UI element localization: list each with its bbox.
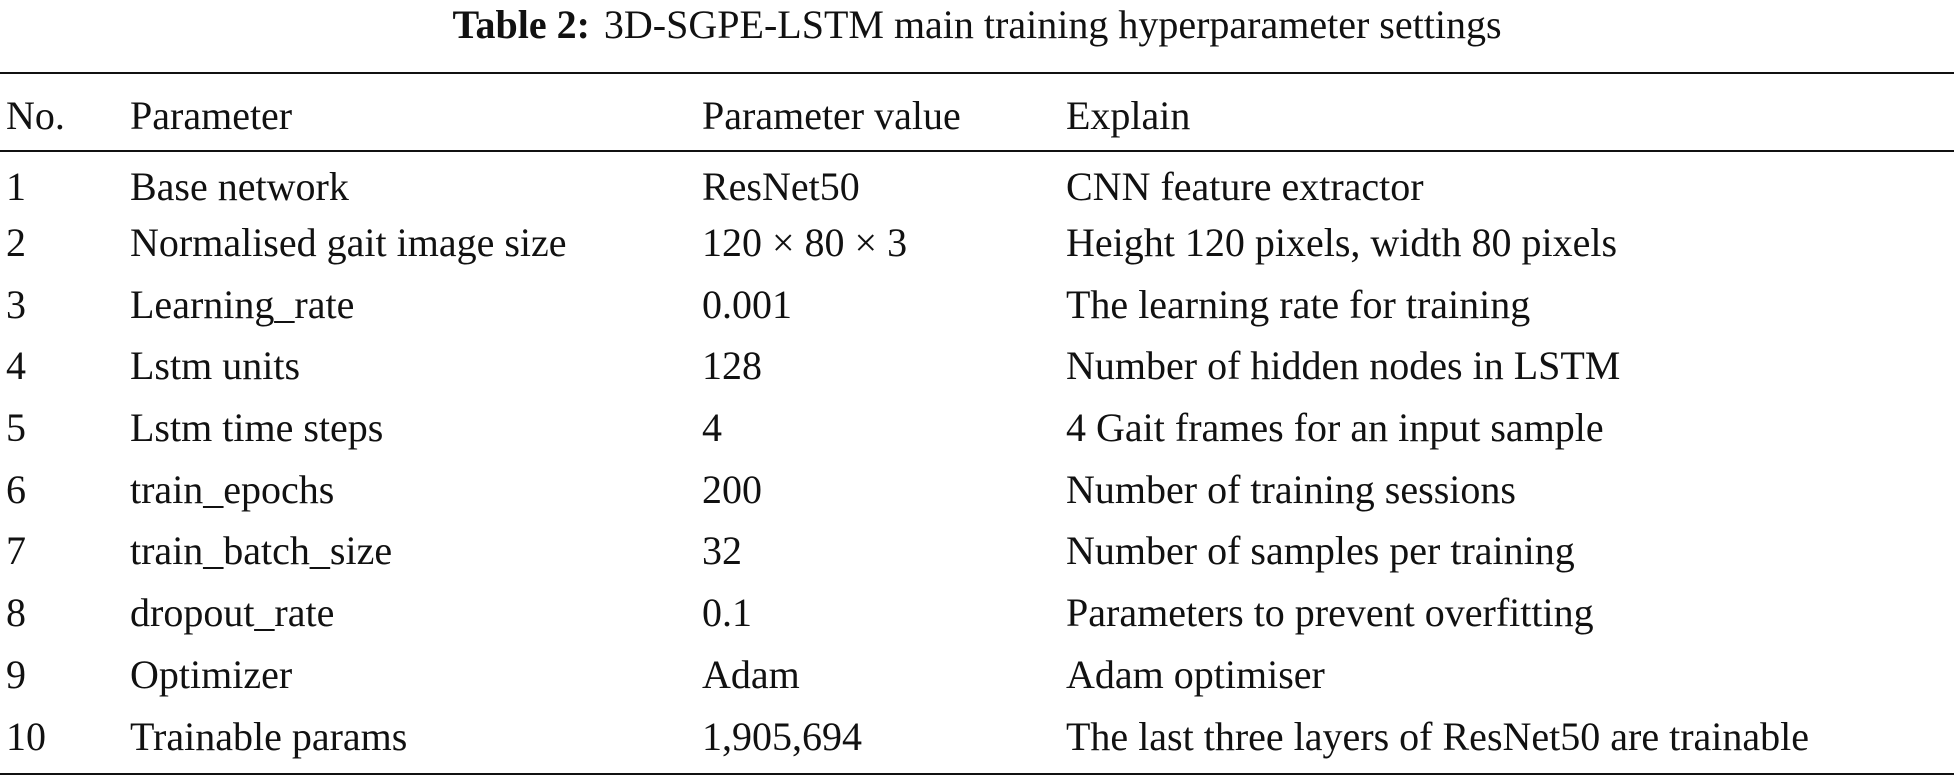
- cell-no: 5: [6, 405, 26, 451]
- cell-explain: Parameters to prevent overfitting: [1066, 590, 1594, 636]
- table-bottom-rule: [0, 773, 1954, 775]
- header-row: No. Parameter Parameter value Explain: [0, 80, 1954, 150]
- cell-no: 7: [6, 528, 26, 574]
- cell-parameter: train_batch_size: [130, 528, 393, 574]
- table-row: 10 Trainable params 1,905,694 The last t…: [0, 705, 1954, 767]
- cell-value: 0.001: [702, 281, 792, 327]
- cell-parameter: train_epochs: [130, 466, 335, 512]
- cell-explain: Number of hidden nodes in LSTM: [1066, 343, 1621, 389]
- cell-no: 9: [6, 651, 26, 697]
- table-body: 1 Base network ResNet50 CNN feature extr…: [0, 150, 1954, 767]
- cell-parameter: Learning_rate: [130, 281, 355, 327]
- table-row: 3 Learning_rate 0.001 The learning rate …: [0, 273, 1954, 335]
- cell-value: ResNet50: [702, 164, 860, 210]
- header-no: No.: [6, 92, 65, 138]
- table-row: 1 Base network ResNet50 CNN feature extr…: [0, 150, 1954, 212]
- hyperparameter-table: No. Parameter Parameter value Explain 1 …: [0, 80, 1954, 767]
- header-parameter-value: Parameter value: [702, 92, 961, 138]
- cell-value: Adam: [702, 651, 800, 697]
- cell-value: 1,905,694: [702, 713, 862, 759]
- table-caption-label: Table 2:: [452, 2, 590, 47]
- cell-parameter: Normalised gait image size: [130, 220, 567, 266]
- table-row: 2 Normalised gait image size 120 × 80 × …: [0, 212, 1954, 274]
- cell-parameter: dropout_rate: [130, 590, 335, 636]
- cell-explain: Number of samples per training: [1066, 528, 1575, 574]
- cell-value: 0.1: [702, 590, 752, 636]
- table-row: 7 train_batch_size 32 Number of samples …: [0, 520, 1954, 582]
- cell-value: 4: [702, 405, 722, 451]
- cell-no: 6: [6, 466, 26, 512]
- cell-parameter: Trainable params: [130, 713, 408, 759]
- cell-explain: Number of training sessions: [1066, 466, 1516, 512]
- cell-parameter: Lstm time steps: [130, 405, 384, 451]
- table-row: 5 Lstm time steps 4 4 Gait frames for an…: [0, 397, 1954, 459]
- cell-parameter: Lstm units: [130, 343, 301, 389]
- cell-no: 1: [6, 164, 26, 210]
- table-header-rule: [0, 150, 1954, 152]
- header-explain: Explain: [1066, 92, 1191, 138]
- table-row: 4 Lstm units 128 Number of hidden nodes …: [0, 335, 1954, 397]
- table-top-rule: [0, 72, 1954, 74]
- cell-explain: Adam optimiser: [1066, 651, 1325, 697]
- cell-explain: Height 120 pixels, width 80 pixels: [1066, 220, 1618, 266]
- cell-no: 3: [6, 281, 26, 327]
- cell-parameter: Base network: [130, 164, 349, 210]
- cell-no: 10: [6, 713, 46, 759]
- cell-value: 120 × 80 × 3: [702, 220, 908, 266]
- table-row: 8 dropout_rate 0.1 Parameters to prevent…: [0, 582, 1954, 644]
- cell-explain: 4 Gait frames for an input sample: [1066, 405, 1604, 451]
- cell-value: 32: [702, 528, 742, 574]
- cell-parameter: Optimizer: [130, 651, 293, 697]
- cell-no: 2: [6, 220, 26, 266]
- cell-value: 200: [702, 466, 762, 512]
- table-caption-text: 3D-SGPE-LSTM main training hyperparamete…: [603, 2, 1502, 47]
- cell-explain: The last three layers of ResNet50 are tr…: [1066, 713, 1810, 759]
- header-parameter: Parameter: [130, 92, 293, 138]
- cell-no: 8: [6, 590, 26, 636]
- cell-explain: CNN feature extractor: [1066, 164, 1424, 210]
- cell-no: 4: [6, 343, 26, 389]
- cell-value: 128: [702, 343, 762, 389]
- cell-explain: The learning rate for training: [1066, 281, 1531, 327]
- table-caption: Table 2: 3D-SGPE-LSTM main training hyper…: [0, 0, 1954, 50]
- table-row: 9 Optimizer Adam Adam optimiser: [0, 644, 1954, 706]
- table-row: 6 train_epochs 200 Number of training se…: [0, 458, 1954, 520]
- table-header: No. Parameter Parameter value Explain: [0, 80, 1954, 150]
